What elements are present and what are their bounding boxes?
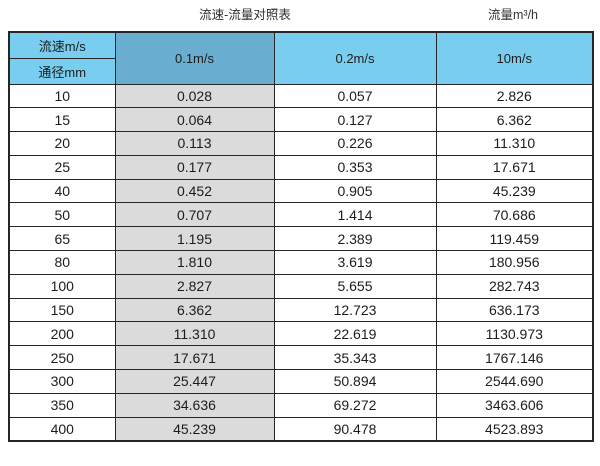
value-cell-0-1ms: 34.636 — [114, 392, 275, 418]
value-cell-10ms: 11.310 — [435, 131, 594, 156]
table-row: 250 17.671 35.343 1767.146 — [8, 345, 594, 371]
table-header: 流速m/s 0.1m/s 0.2m/s 10m/s 通径mm — [8, 31, 594, 85]
value-cell-0-2ms: 22.619 — [273, 321, 437, 347]
value-cell-0-2ms: 0.905 — [273, 178, 437, 204]
diameter-cell: 15 — [8, 107, 116, 133]
diameter-cell: 400 — [8, 416, 116, 442]
header-diameter: 通径mm — [8, 57, 116, 85]
table-row: 20 0.113 0.226 11.310 — [8, 131, 594, 156]
diameter-cell: 65 — [8, 226, 116, 252]
table-row: 100 2.827 5.655 282.743 — [8, 273, 594, 299]
value-cell-0-2ms: 2.389 — [273, 226, 437, 252]
table-row: 300 25.447 50.894 2544.690 — [8, 369, 594, 394]
value-cell-0-2ms: 50.894 — [273, 369, 437, 394]
table-row: 80 1.810 3.619 180.956 — [8, 250, 594, 275]
value-cell-0-2ms: 0.057 — [273, 83, 437, 109]
value-cell-10ms: 70.686 — [435, 202, 594, 228]
table-title: 流速-流量对照表 — [199, 8, 291, 22]
diameter-cell: 150 — [8, 297, 116, 323]
table-row: 65 1.195 2.389 119.459 — [8, 226, 594, 252]
value-cell-0-1ms: 0.707 — [114, 202, 275, 228]
value-cell-10ms: 282.743 — [435, 273, 594, 299]
table-row: 15 0.064 0.127 6.362 — [8, 107, 594, 133]
table-titles: 流速-流量对照表 流量m³/h — [0, 4, 600, 26]
value-cell-0-1ms: 0.452 — [114, 178, 275, 204]
diameter-cell: 80 — [8, 250, 116, 275]
value-cell-0-1ms: 0.064 — [114, 107, 275, 133]
value-cell-0-1ms: 45.239 — [114, 416, 275, 442]
value-cell-0-2ms: 5.655 — [273, 273, 437, 299]
value-cell-10ms: 180.956 — [435, 250, 594, 275]
table-row: 150 6.362 12.723 636.173 — [8, 297, 594, 323]
flow-rate-unit-label: 流量m³/h — [487, 8, 539, 22]
value-cell-0-1ms: 0.028 — [114, 83, 275, 109]
value-cell-0-1ms: 2.827 — [114, 273, 275, 299]
table-row: 350 34.636 69.272 3463.606 — [8, 392, 594, 418]
value-cell-0-2ms: 69.272 — [273, 392, 437, 418]
header-column-0-2ms: 0.2m/s — [273, 31, 437, 85]
table-row: 50 0.707 1.414 70.686 — [8, 202, 594, 228]
flow-table-body: 10 0.028 0.057 2.826 15 0.064 0.127 6.362 20 0.11… — [8, 83, 594, 442]
table-row: 200 11.310 22.619 1130.973 — [8, 321, 594, 347]
value-cell-0-2ms: 0.127 — [273, 107, 437, 133]
value-cell-0-1ms: 1.195 — [114, 226, 275, 252]
value-cell-0-1ms: 11.310 — [114, 321, 275, 347]
value-cell-0-1ms: 1.810 — [114, 250, 275, 275]
table-row: 10 0.028 0.057 2.826 — [8, 83, 594, 109]
diameter-cell: 200 — [8, 321, 116, 347]
value-cell-10ms: 6.362 — [435, 107, 594, 133]
value-cell-0-1ms: 0.177 — [114, 154, 275, 180]
diameter-cell: 100 — [8, 273, 116, 299]
header-column-0-1ms: 0.1m/s — [114, 31, 275, 85]
diameter-cell: 20 — [8, 131, 116, 156]
value-cell-10ms: 1130.973 — [435, 321, 594, 347]
value-cell-10ms: 636.173 — [435, 297, 594, 323]
value-cell-0-2ms: 12.723 — [273, 297, 437, 323]
value-cell-0-2ms: 35.343 — [273, 345, 437, 371]
value-cell-0-1ms: 17.671 — [114, 345, 275, 371]
value-cell-0-1ms: 0.113 — [114, 131, 275, 156]
header-row-bottom: 通径mm — [8, 57, 593, 85]
diameter-cell: 50 — [8, 202, 116, 228]
table-row: 400 45.239 90.478 4523.893 — [8, 416, 594, 442]
diameter-cell: 40 — [8, 178, 116, 204]
value-cell-0-2ms: 1.414 — [273, 202, 437, 228]
header-flow-velocity: 流速m/s — [8, 31, 116, 59]
value-cell-10ms: 2.826 — [435, 83, 594, 109]
value-cell-0-1ms: 6.362 — [114, 297, 275, 323]
diameter-cell: 25 — [8, 154, 116, 180]
value-cell-10ms: 2544.690 — [435, 369, 594, 394]
value-cell-10ms: 17.671 — [435, 154, 594, 180]
value-cell-10ms: 4523.893 — [435, 416, 594, 442]
header-column-10ms: 10m/s — [435, 31, 594, 85]
value-cell-10ms: 45.239 — [435, 178, 594, 204]
value-cell-0-2ms: 3.619 — [273, 250, 437, 275]
value-cell-0-2ms: 0.226 — [273, 131, 437, 156]
diameter-cell: 350 — [8, 392, 116, 418]
table-row: 40 0.452 0.905 45.239 — [8, 178, 594, 204]
table-row: 25 0.177 0.353 17.671 — [8, 154, 594, 180]
value-cell-0-2ms: 90.478 — [273, 416, 437, 442]
value-cell-10ms: 119.459 — [435, 226, 594, 252]
header-row-top: 流速m/s 0.1m/s 0.2m/s 10m/s — [8, 31, 594, 85]
flow-velocity-table: 流速m/s 0.1m/s 0.2m/s 10m/s 通径mm 10 0.028 0.… — [8, 31, 594, 442]
diameter-cell: 10 — [8, 83, 116, 109]
diameter-cell: 250 — [8, 345, 116, 371]
diameter-cell: 300 — [8, 369, 116, 394]
value-cell-0-2ms: 0.353 — [273, 154, 437, 180]
value-cell-10ms: 3463.606 — [435, 392, 594, 418]
value-cell-0-1ms: 25.447 — [114, 369, 275, 394]
value-cell-10ms: 1767.146 — [435, 345, 594, 371]
